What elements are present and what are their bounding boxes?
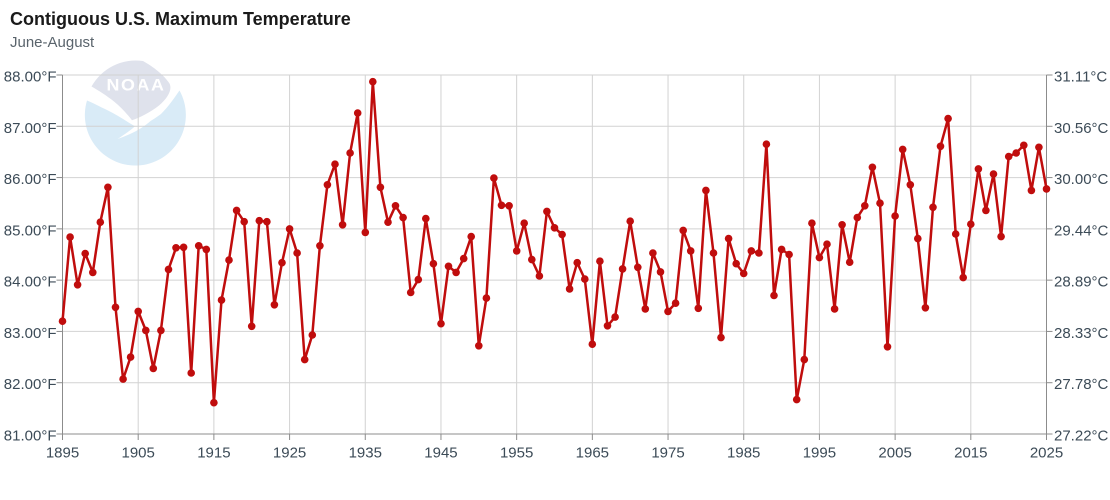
svg-text:2025: 2025 bbox=[1030, 445, 1063, 462]
svg-text:31.11°C: 31.11°C bbox=[1054, 69, 1107, 86]
svg-text:28.89°C: 28.89°C bbox=[1054, 274, 1109, 291]
svg-text:1965: 1965 bbox=[576, 445, 609, 462]
svg-text:30.56°C: 30.56°C bbox=[1054, 120, 1109, 137]
svg-text:1975: 1975 bbox=[651, 445, 684, 462]
svg-text:82.00°F: 82.00°F bbox=[4, 376, 57, 393]
svg-text:27.22°C: 27.22°C bbox=[1054, 428, 1109, 445]
svg-text:1995: 1995 bbox=[803, 445, 836, 462]
svg-text:84.00°F: 84.00°F bbox=[4, 274, 57, 291]
svg-text:1985: 1985 bbox=[727, 445, 760, 462]
svg-text:1915: 1915 bbox=[197, 445, 230, 462]
svg-text:June-August: June-August bbox=[10, 34, 95, 51]
svg-text:1905: 1905 bbox=[122, 445, 155, 462]
svg-text:27.78°C: 27.78°C bbox=[1054, 376, 1109, 393]
svg-text:1895: 1895 bbox=[46, 445, 79, 462]
svg-text:2005: 2005 bbox=[878, 445, 911, 462]
svg-text:1945: 1945 bbox=[424, 445, 457, 462]
svg-text:1955: 1955 bbox=[500, 445, 533, 462]
svg-text:83.00°F: 83.00°F bbox=[4, 325, 57, 342]
svg-text:2015: 2015 bbox=[954, 445, 987, 462]
svg-text:NOAA: NOAA bbox=[107, 76, 166, 95]
svg-text:1935: 1935 bbox=[349, 445, 382, 462]
svg-text:87.00°F: 87.00°F bbox=[4, 120, 57, 137]
svg-text:85.00°F: 85.00°F bbox=[4, 222, 57, 239]
svg-text:Contiguous U.S. Maximum Temper: Contiguous U.S. Maximum Temperature bbox=[10, 9, 351, 29]
svg-text:88.00°F: 88.00°F bbox=[4, 69, 57, 86]
svg-text:30.00°C: 30.00°C bbox=[1054, 171, 1109, 188]
svg-text:29.44°C: 29.44°C bbox=[1054, 222, 1109, 239]
svg-text:28.33°C: 28.33°C bbox=[1054, 325, 1109, 342]
svg-text:86.00°F: 86.00°F bbox=[4, 171, 57, 188]
svg-text:81.00°F: 81.00°F bbox=[4, 428, 57, 445]
svg-text:1925: 1925 bbox=[273, 445, 306, 462]
